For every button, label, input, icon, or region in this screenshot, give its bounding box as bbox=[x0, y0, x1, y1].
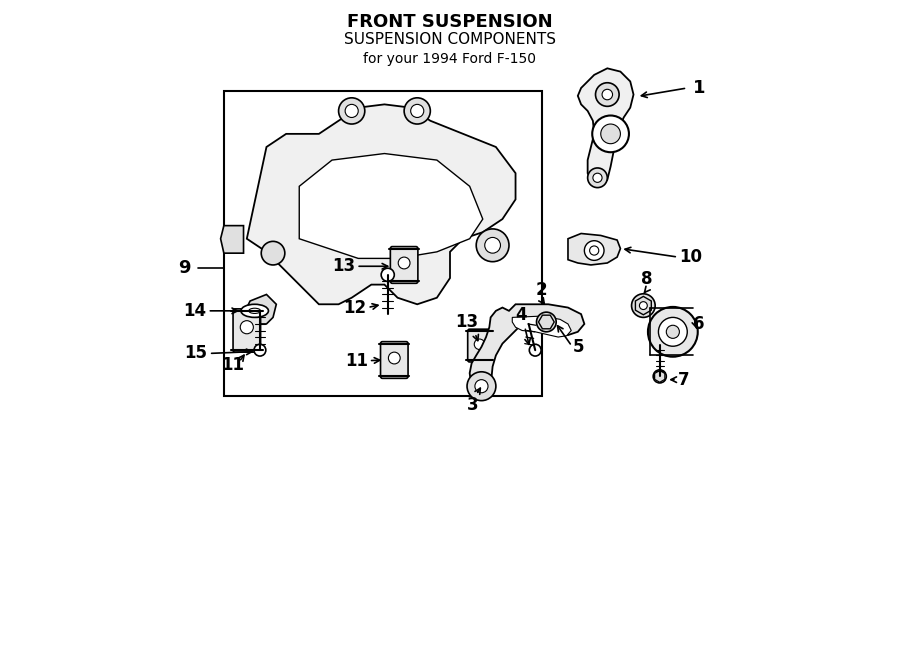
Circle shape bbox=[590, 246, 598, 255]
Circle shape bbox=[602, 89, 613, 100]
Circle shape bbox=[593, 173, 602, 182]
Text: 4: 4 bbox=[515, 306, 526, 324]
Polygon shape bbox=[538, 315, 554, 329]
Circle shape bbox=[382, 268, 394, 282]
FancyBboxPatch shape bbox=[391, 247, 418, 284]
Ellipse shape bbox=[241, 304, 268, 317]
Ellipse shape bbox=[248, 308, 261, 313]
Polygon shape bbox=[568, 233, 620, 265]
Circle shape bbox=[467, 371, 496, 401]
Circle shape bbox=[475, 379, 488, 393]
Text: 10: 10 bbox=[680, 248, 702, 266]
Circle shape bbox=[666, 325, 680, 338]
Circle shape bbox=[659, 317, 688, 346]
Polygon shape bbox=[578, 68, 634, 186]
Polygon shape bbox=[247, 104, 516, 304]
Polygon shape bbox=[299, 153, 482, 258]
Circle shape bbox=[596, 83, 619, 106]
Polygon shape bbox=[470, 304, 584, 391]
Text: 6: 6 bbox=[692, 315, 704, 333]
Circle shape bbox=[584, 241, 604, 260]
Circle shape bbox=[338, 98, 364, 124]
Circle shape bbox=[404, 98, 430, 124]
Text: SUSPENSION COMPONENTS: SUSPENSION COMPONENTS bbox=[344, 32, 556, 48]
Circle shape bbox=[639, 301, 647, 309]
Circle shape bbox=[601, 124, 620, 143]
Circle shape bbox=[648, 307, 698, 357]
Circle shape bbox=[476, 229, 509, 262]
FancyBboxPatch shape bbox=[233, 309, 261, 352]
Text: 14: 14 bbox=[183, 302, 206, 320]
Text: 13: 13 bbox=[332, 257, 355, 275]
Circle shape bbox=[474, 339, 485, 350]
Text: 2: 2 bbox=[536, 281, 547, 299]
Text: 12: 12 bbox=[343, 299, 366, 317]
Circle shape bbox=[536, 312, 556, 332]
Text: 9: 9 bbox=[178, 259, 191, 277]
Circle shape bbox=[398, 257, 410, 269]
Polygon shape bbox=[220, 225, 244, 253]
Circle shape bbox=[410, 104, 424, 118]
Circle shape bbox=[485, 237, 500, 253]
Bar bbox=[224, 91, 542, 396]
Text: 3: 3 bbox=[467, 396, 479, 414]
FancyBboxPatch shape bbox=[468, 329, 491, 362]
Circle shape bbox=[653, 369, 666, 383]
FancyBboxPatch shape bbox=[381, 342, 408, 378]
Polygon shape bbox=[512, 316, 572, 337]
Polygon shape bbox=[244, 294, 276, 324]
Circle shape bbox=[345, 104, 358, 118]
Circle shape bbox=[261, 241, 284, 265]
Circle shape bbox=[588, 168, 608, 188]
Text: 5: 5 bbox=[573, 338, 585, 356]
Circle shape bbox=[529, 344, 541, 356]
Text: 13: 13 bbox=[455, 313, 479, 330]
Circle shape bbox=[592, 116, 629, 152]
Circle shape bbox=[240, 321, 254, 334]
Text: 11: 11 bbox=[220, 356, 244, 374]
Text: 1: 1 bbox=[692, 79, 705, 97]
Text: FRONT SUSPENSION: FRONT SUSPENSION bbox=[347, 13, 553, 30]
Text: for your 1994 Ford F-150: for your 1994 Ford F-150 bbox=[364, 52, 536, 66]
Circle shape bbox=[389, 352, 400, 364]
Text: 11: 11 bbox=[345, 352, 368, 369]
Circle shape bbox=[254, 344, 266, 356]
Text: 8: 8 bbox=[641, 270, 652, 288]
Polygon shape bbox=[654, 370, 665, 382]
Text: 7: 7 bbox=[678, 371, 689, 389]
Text: 15: 15 bbox=[184, 344, 208, 362]
Circle shape bbox=[632, 293, 655, 317]
Polygon shape bbox=[635, 296, 652, 315]
